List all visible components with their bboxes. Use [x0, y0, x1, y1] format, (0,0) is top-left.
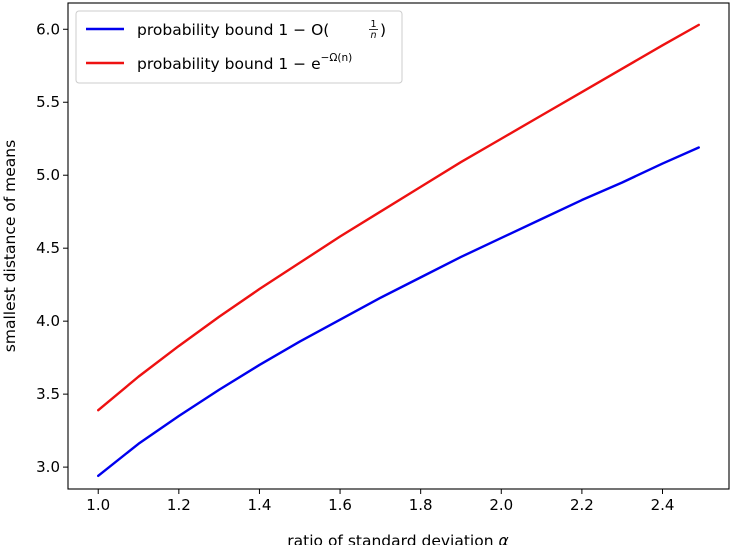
y-tick-label: 3.5 — [36, 385, 60, 403]
y-tick-label: 3.0 — [36, 458, 60, 476]
plot-marks — [97, 23, 700, 478]
legend-label-series-2-text: probability bound 1 − e — [137, 55, 321, 73]
legend-box — [75, 10, 403, 84]
legend-frac-den-series-1: n — [370, 30, 376, 41]
x-axis-label-text: ratio of standard deviation — [287, 532, 493, 545]
legend-label-series-1-text: probability bound 1 − O( — [137, 21, 329, 39]
y-tick-label: 4.5 — [36, 239, 60, 257]
y-tick-label: 6.0 — [36, 20, 60, 38]
y-tick-label: 4.0 — [36, 312, 60, 330]
y-tick-label: 5.5 — [36, 93, 60, 111]
x-tick-label: 2.2 — [570, 496, 594, 514]
x-axis-label-symbol: α — [498, 532, 508, 545]
legend-frac-num-series-1: 1 — [370, 19, 376, 30]
plot-frame — [67, 2, 730, 490]
legend-sup-series-2: −Ω(n) — [321, 52, 353, 64]
x-tick-label: 1.6 — [328, 496, 352, 514]
y-axis-label: smallest distance of means — [1, 140, 19, 352]
legend-suffix-series-1: ) — [380, 21, 386, 39]
x-tick-label: 2.0 — [489, 496, 513, 514]
legend-label-series-1: probability bound 1 − O( — [137, 21, 329, 39]
legend: probability bound 1 − O( 1 n ) probabili… — [75, 10, 403, 84]
y-tick-label: 5.0 — [36, 166, 60, 184]
series-line-1 — [97, 146, 700, 478]
x-axis-label: ratio of standard deviation α — [287, 532, 508, 545]
y-axis: 3.0 3.5 4.0 4.5 5.0 5.5 6.0 — [36, 20, 68, 476]
x-tick-label: 1.8 — [409, 496, 433, 514]
legend-label-series-2: probability bound 1 − e−Ω(n) — [137, 52, 352, 73]
x-tick-label: 1.4 — [248, 496, 272, 514]
x-tick-label: 1.0 — [86, 496, 110, 514]
x-tick-label: 1.2 — [167, 496, 191, 514]
series-line-2 — [97, 23, 700, 412]
x-tick-label: 2.4 — [651, 496, 675, 514]
x-axis: 1.0 1.2 1.4 1.6 1.8 2.0 2.2 2.4 — [86, 489, 674, 514]
